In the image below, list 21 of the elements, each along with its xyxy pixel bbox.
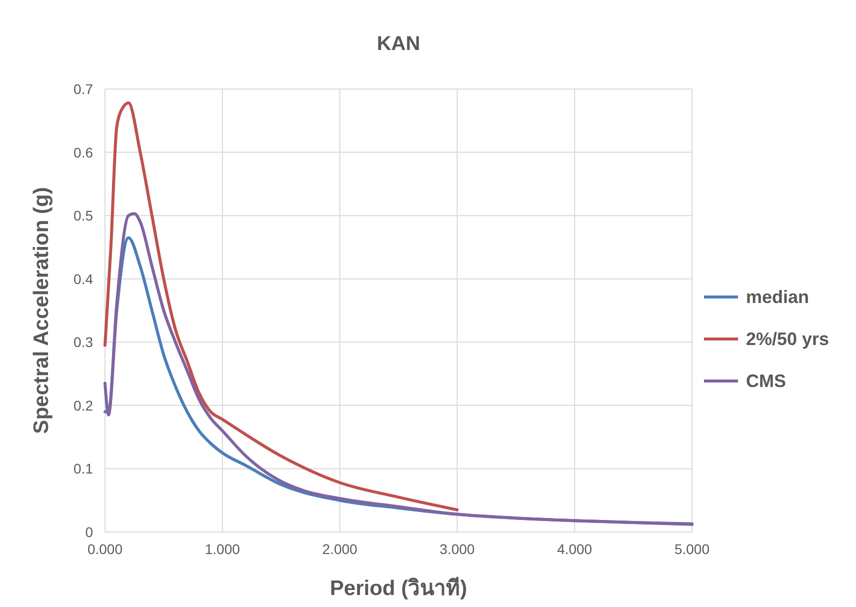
y-tick-label: 0.3	[74, 334, 94, 350]
y-tick-label: 0.6	[74, 144, 94, 160]
x-tick-label: 3.000	[440, 541, 475, 557]
y-tick-label: 0.4	[74, 270, 94, 287]
x-tick-label: 2.000	[322, 541, 358, 557]
x-tick-label: 1.000	[204, 541, 240, 557]
y-axis-title: Spectral Acceleration (g)	[30, 187, 53, 434]
y-tick-label: 0.1	[74, 460, 94, 477]
y-tick-label: 0.5	[74, 208, 94, 224]
chart-title: KAN	[376, 33, 420, 55]
y-tick-label: 0.2	[74, 397, 94, 414]
legend-label: 2%/50 yrs	[746, 329, 830, 349]
line-series	[104, 101, 459, 512]
x-tick-label: 0.000	[87, 541, 123, 557]
y-tick-label: 0	[85, 524, 94, 540]
legend-label: CMS	[746, 371, 786, 391]
legend-label: median	[746, 287, 810, 307]
x-tick-label: 5.000	[674, 541, 710, 557]
y-tick-label: 0.7	[74, 81, 94, 97]
x-axis-title: Period (วินาที)	[330, 576, 468, 600]
x-tick-label: 4.000	[557, 541, 592, 557]
